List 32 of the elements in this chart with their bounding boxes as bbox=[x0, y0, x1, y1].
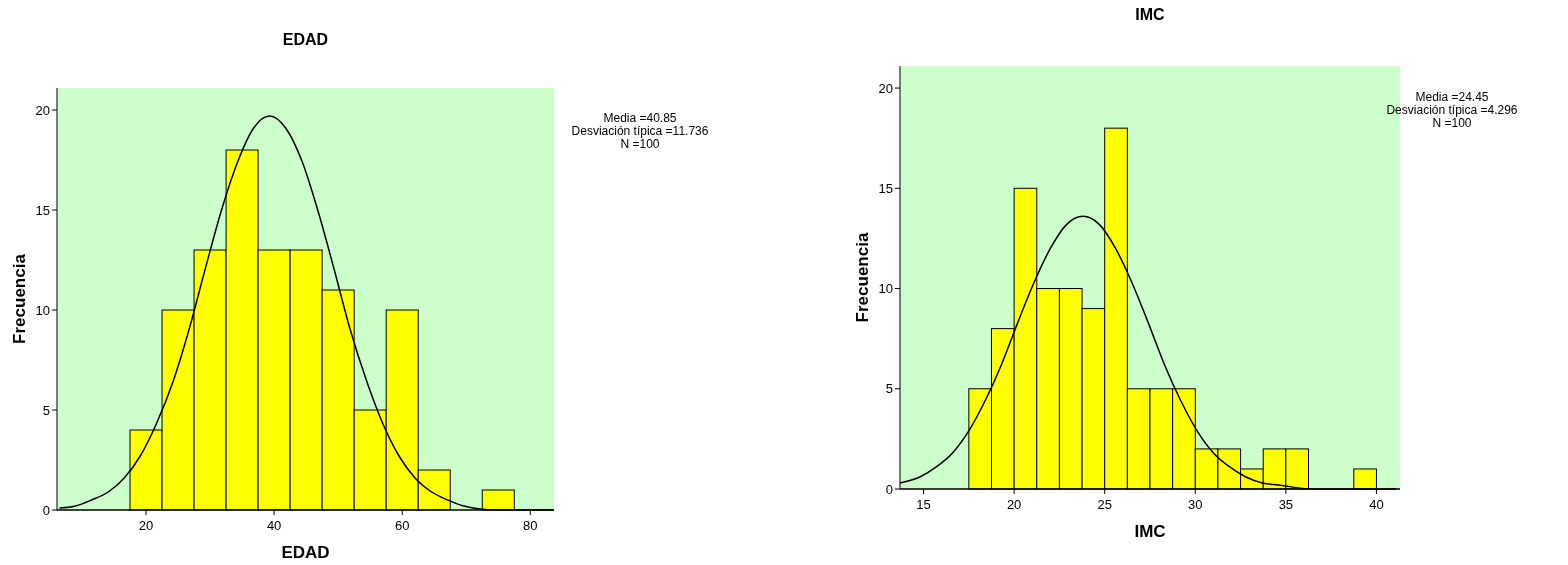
y-tick-label: 20 bbox=[878, 80, 893, 96]
y-tick-label: 20 bbox=[35, 102, 50, 118]
y-tick-label: 10 bbox=[878, 281, 893, 297]
y-tick-label: 5 bbox=[885, 381, 893, 397]
annotation: Desviación típica =4.296 bbox=[1386, 103, 1518, 117]
x-tick-label: 80 bbox=[523, 518, 538, 533]
text: N =100 bbox=[620, 137, 660, 151]
chart-title: IMC bbox=[1135, 6, 1166, 23]
y-tick-label: 15 bbox=[35, 202, 50, 218]
x-tick-label: 40 bbox=[266, 518, 282, 533]
x-axis-title: IMC bbox=[1134, 522, 1166, 541]
y-tick-label: 10 bbox=[35, 302, 50, 318]
y-tick-label: 0 bbox=[885, 481, 893, 497]
y-axis-title: Frecuencia bbox=[10, 253, 29, 344]
x-tick-label: 25 bbox=[1097, 497, 1112, 512]
x-axis-title: EDAD bbox=[281, 543, 330, 562]
y-axis-title: Frecuencia bbox=[853, 232, 872, 323]
y-tick-label: 5 bbox=[42, 402, 50, 418]
chart-title: EDAD bbox=[282, 31, 329, 48]
y-tick-label: 15 bbox=[878, 180, 893, 196]
text: Media =40.85 bbox=[603, 111, 677, 125]
y-tick-label: 0 bbox=[42, 502, 50, 518]
text: N =100 bbox=[1432, 116, 1472, 130]
x-tick-label: 35 bbox=[1278, 497, 1294, 512]
x-tick-label: 20 bbox=[1006, 497, 1022, 512]
x-tick-label: 15 bbox=[916, 497, 931, 512]
x-tick-label: 30 bbox=[1188, 497, 1203, 512]
x-tick-label: 60 bbox=[394, 518, 410, 533]
x-tick-label: 40 bbox=[1369, 497, 1384, 512]
text: Desviación típica =11.736 bbox=[571, 124, 709, 138]
text: Media =24.45 bbox=[1415, 90, 1489, 104]
x-tick-label: 20 bbox=[138, 518, 154, 533]
